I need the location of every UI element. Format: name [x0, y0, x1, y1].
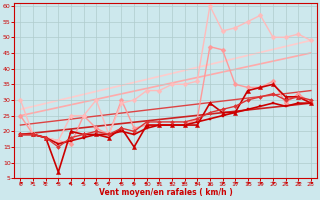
X-axis label: Vent moyen/en rafales ( km/h ): Vent moyen/en rafales ( km/h )	[99, 188, 233, 197]
